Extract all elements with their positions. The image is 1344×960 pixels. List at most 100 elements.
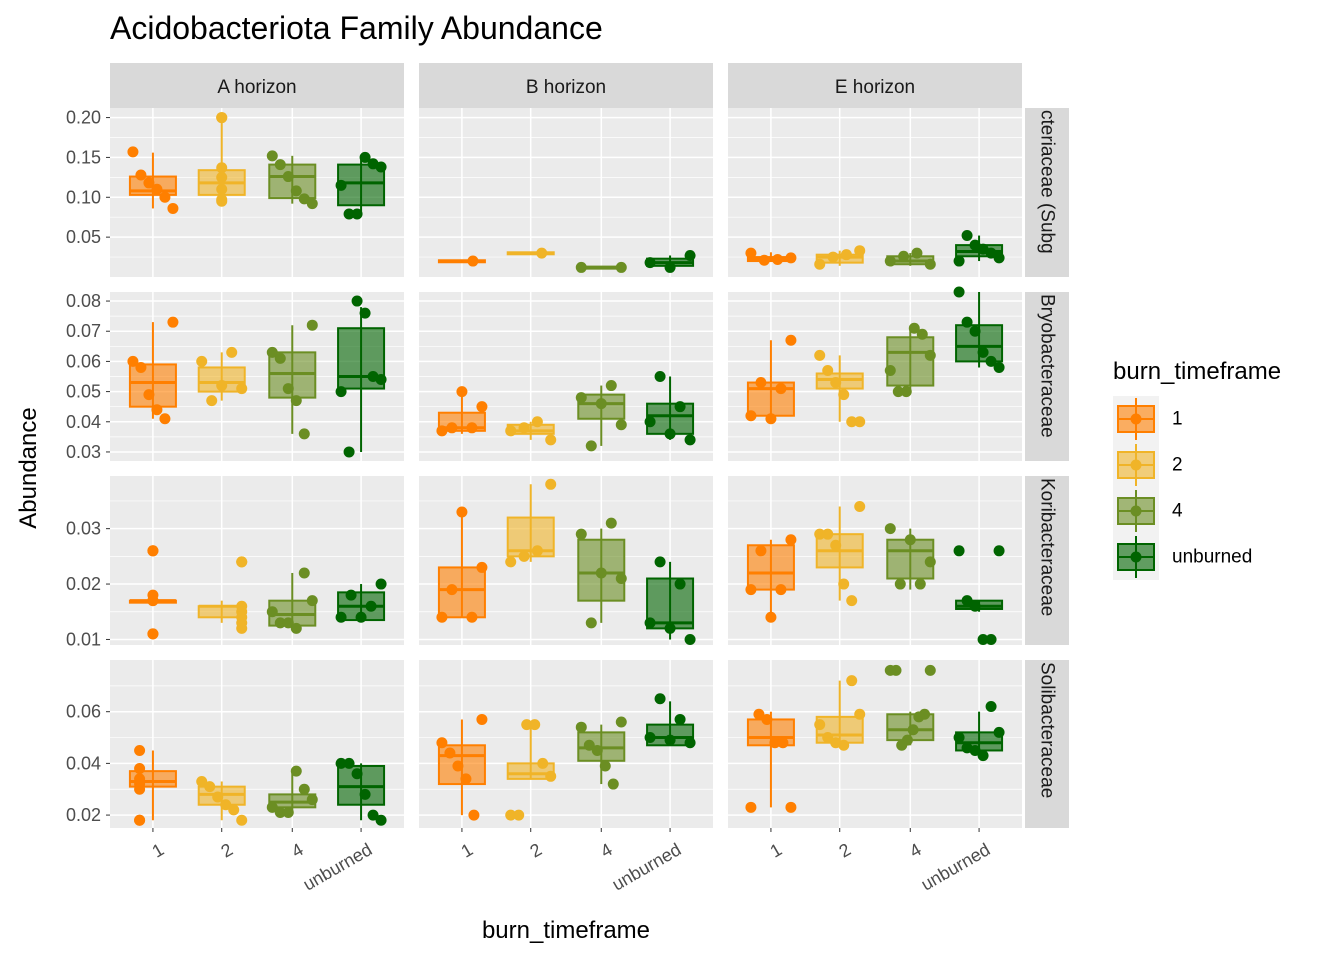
- data-point: [375, 161, 387, 173]
- data-point: [375, 578, 387, 590]
- data-point: [892, 386, 904, 398]
- data-point: [745, 247, 757, 259]
- data-point: [335, 179, 347, 191]
- data-point: [236, 556, 248, 568]
- data-point: [985, 701, 997, 713]
- data-point: [753, 708, 765, 720]
- data-point: [761, 713, 773, 725]
- data-point: [127, 355, 139, 367]
- y-tick-label: 0.05: [66, 227, 101, 247]
- data-point: [985, 633, 997, 645]
- data-point: [605, 517, 617, 529]
- y-tick-label: 0.07: [66, 321, 101, 341]
- data-point: [846, 595, 858, 607]
- data-point: [436, 425, 448, 437]
- data-point: [298, 567, 310, 579]
- row-strip: [1025, 108, 1069, 277]
- x-tick-label: 4: [597, 839, 616, 861]
- box: [437, 566, 486, 619]
- box: [337, 327, 386, 390]
- data-point: [575, 721, 587, 733]
- box: [815, 253, 864, 264]
- data-point: [904, 534, 916, 546]
- data-point: [290, 622, 302, 634]
- data-point: [924, 664, 936, 676]
- y-tick-label: 0.05: [66, 382, 101, 402]
- data-point: [969, 600, 981, 612]
- x-tick-label: 4: [906, 839, 925, 861]
- data-point: [216, 162, 228, 174]
- data-point: [969, 325, 981, 337]
- row-strip-label: Bryobacteraceae: [1037, 294, 1058, 438]
- data-point: [977, 633, 989, 645]
- data-point: [335, 386, 347, 398]
- data-point: [977, 750, 989, 762]
- data-point: [444, 747, 456, 759]
- data-point: [607, 778, 619, 790]
- data-point: [615, 419, 627, 431]
- x-tick-label: 1: [767, 839, 786, 861]
- data-point: [134, 763, 146, 775]
- data-point: [134, 814, 146, 826]
- data-point: [147, 628, 159, 640]
- data-point: [615, 573, 627, 585]
- data-point: [134, 744, 146, 756]
- x-tick-label: 4: [288, 839, 307, 861]
- data-point: [745, 801, 757, 813]
- data-point: [884, 255, 896, 267]
- data-point: [365, 600, 377, 612]
- data-point: [775, 383, 787, 395]
- data-point: [476, 401, 488, 413]
- data-point: [993, 361, 1005, 373]
- data-point: [351, 208, 363, 220]
- y-tick-label: 0.04: [66, 412, 101, 432]
- data-point: [159, 413, 171, 425]
- data-point: [674, 578, 686, 590]
- data-point: [993, 545, 1005, 557]
- data-point: [216, 112, 228, 124]
- data-point: [911, 247, 923, 259]
- data-point: [595, 567, 607, 579]
- data-point: [274, 159, 286, 171]
- legend-label: unburned: [1172, 547, 1252, 568]
- data-point: [814, 528, 826, 540]
- box: [886, 336, 935, 387]
- data-point: [545, 478, 557, 490]
- data-point: [755, 545, 767, 557]
- data-point: [830, 377, 842, 389]
- data-point: [518, 422, 530, 434]
- legend-label: 4: [1172, 501, 1183, 522]
- data-point: [351, 768, 363, 780]
- data-point: [216, 380, 228, 392]
- column-strip: [728, 63, 1022, 108]
- data-point: [306, 319, 318, 331]
- data-point: [476, 561, 488, 573]
- data-point: [282, 617, 294, 629]
- data-point: [907, 724, 919, 736]
- data-point: [961, 595, 973, 607]
- legend-key-point: [1130, 459, 1142, 471]
- data-point: [531, 545, 543, 557]
- y-tick-label: 0.04: [66, 753, 101, 773]
- y-tick-label: 0.10: [66, 187, 101, 207]
- data-point: [605, 380, 617, 392]
- data-point: [452, 760, 464, 772]
- data-point: [993, 726, 1005, 738]
- data-point: [814, 258, 826, 270]
- data-point: [196, 775, 208, 787]
- data-point: [367, 809, 379, 821]
- data-point: [664, 622, 676, 634]
- data-point: [359, 788, 371, 800]
- data-point: [924, 258, 936, 270]
- data-point: [769, 737, 781, 749]
- data-point: [505, 809, 517, 821]
- x-tick-label: 1: [458, 839, 477, 861]
- data-point: [228, 804, 240, 816]
- data-point: [684, 737, 696, 749]
- row-strip-label: Koribacteraceae: [1037, 478, 1058, 616]
- data-point: [335, 611, 347, 623]
- data-point: [343, 757, 355, 769]
- legend-key-point: [1130, 505, 1142, 517]
- data-point: [953, 286, 965, 298]
